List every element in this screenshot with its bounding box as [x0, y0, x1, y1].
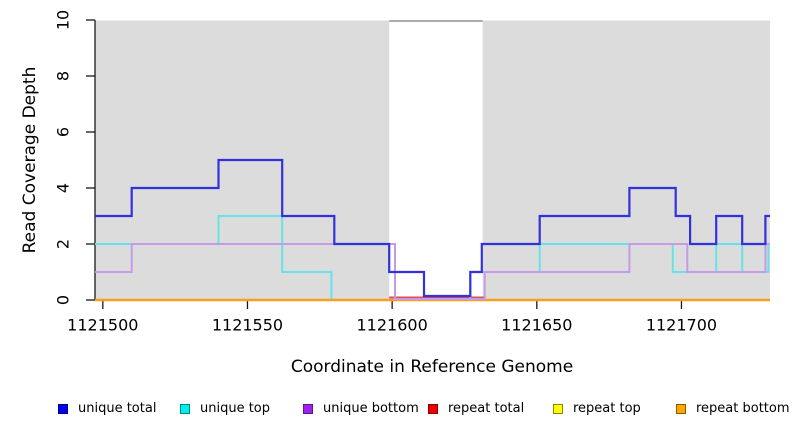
x-tick-label: 1121700: [645, 315, 718, 335]
y-tick-label: 8: [53, 70, 73, 82]
series-line-unique-total: [95, 158, 770, 298]
covered-region: [482, 20, 770, 300]
x-tick-label: 1121550: [211, 315, 284, 335]
x-tick-label: 1121600: [356, 315, 428, 335]
legend-label: unique top: [200, 401, 271, 416]
series-line-unique-bottom: [95, 243, 770, 300]
legend-swatch-icon: [428, 404, 438, 414]
legend-swatch-icon: [553, 404, 563, 414]
y-axis-title: Read Coverage Depth: [20, 66, 40, 254]
legend-label: repeat top: [573, 401, 641, 416]
y-tick-label: 4: [53, 182, 73, 194]
legend-label: unique total: [78, 401, 157, 416]
x-axis-title: Coordinate in Reference Genome: [290, 357, 574, 377]
legend-label: repeat bottom: [696, 401, 790, 416]
legend-swatch-icon: [676, 404, 686, 414]
x-tick-label: 1121650: [501, 315, 573, 335]
series-line-unique-top: [95, 215, 770, 301]
y-tick-label: 2: [53, 238, 73, 250]
legend-swatch-icon: [180, 404, 190, 414]
legend-label: unique bottom: [323, 401, 419, 416]
legend-swatch-icon: [303, 404, 313, 414]
legend-swatch-icon: [58, 404, 68, 414]
legend-label: repeat total: [448, 401, 525, 416]
y-tick-label: 10: [53, 9, 73, 31]
y-tick-label: 6: [53, 126, 73, 138]
y-tick-label: 0: [53, 294, 73, 306]
x-tick-label: 1121500: [67, 315, 139, 335]
